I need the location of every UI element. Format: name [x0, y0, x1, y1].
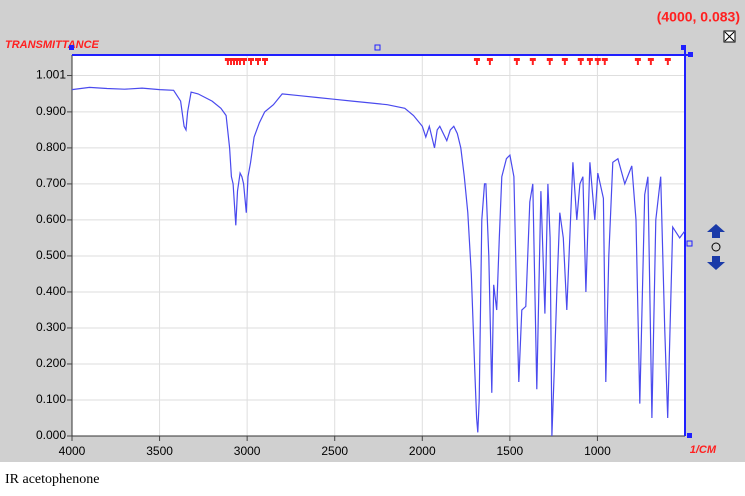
- plot-area: [72, 55, 685, 436]
- x-tick-label: 1500: [497, 444, 524, 458]
- peak-marker: [486, 58, 493, 65]
- x-tick-label: 2000: [409, 444, 436, 458]
- handle[interactable]: [688, 52, 693, 57]
- zoom-controls[interactable]: [707, 224, 725, 270]
- peak-marker: [586, 58, 593, 65]
- handle[interactable]: [681, 45, 686, 50]
- caption-strip: [0, 462, 745, 496]
- peak-marker: [577, 58, 584, 65]
- y-tick-label: 0.700: [36, 176, 66, 190]
- caption: IR acetophenone: [5, 472, 99, 487]
- y-tick-label: 0.000: [36, 428, 66, 442]
- x-tick-label: 2500: [321, 444, 348, 458]
- x-tick-label: 4000: [59, 444, 86, 458]
- handle[interactable]: [686, 240, 693, 247]
- coordinate-readout: (4000, 0.083): [657, 9, 740, 25]
- peak-marker: [473, 58, 480, 65]
- peak-marker: [513, 58, 520, 65]
- peak-marker: [601, 58, 608, 65]
- peak-marker: [529, 58, 536, 65]
- x-tick-label: 3500: [146, 444, 173, 458]
- handle[interactable]: [374, 44, 381, 51]
- peak-marker: [664, 58, 671, 65]
- peak-marker: [262, 58, 269, 65]
- peak-marker: [647, 58, 654, 65]
- peak-marker: [255, 58, 262, 65]
- peak-marker: [561, 58, 568, 65]
- y-tick-label: 1.001: [36, 68, 66, 82]
- handle[interactable]: [687, 433, 692, 438]
- close-button[interactable]: [723, 30, 736, 43]
- peak-marker: [634, 58, 641, 65]
- peak-marker: [594, 58, 601, 65]
- x-tick-label: 3000: [234, 444, 261, 458]
- y-tick-label: 0.300: [36, 320, 66, 334]
- x-tick-label: 1000: [584, 444, 611, 458]
- y-tick-label: 0.500: [36, 248, 66, 262]
- peak-marker: [240, 58, 247, 65]
- spectrum-line: [71, 86, 686, 437]
- y-tick-label: 0.800: [36, 140, 66, 154]
- x-axis-label: 1/CM: [690, 444, 717, 456]
- y-tick-label: 0.600: [36, 212, 66, 226]
- peak-marker: [546, 58, 553, 65]
- y-tick-label: 0.900: [36, 104, 66, 118]
- y-tick-label: 0.200: [36, 356, 66, 370]
- y-tick-label: 0.100: [36, 392, 66, 406]
- handle[interactable]: [69, 45, 74, 50]
- y-axis-label: TRANSMITTANCE: [5, 39, 100, 51]
- y-tick-label: 0.400: [36, 284, 66, 298]
- peak-marker: [247, 58, 254, 65]
